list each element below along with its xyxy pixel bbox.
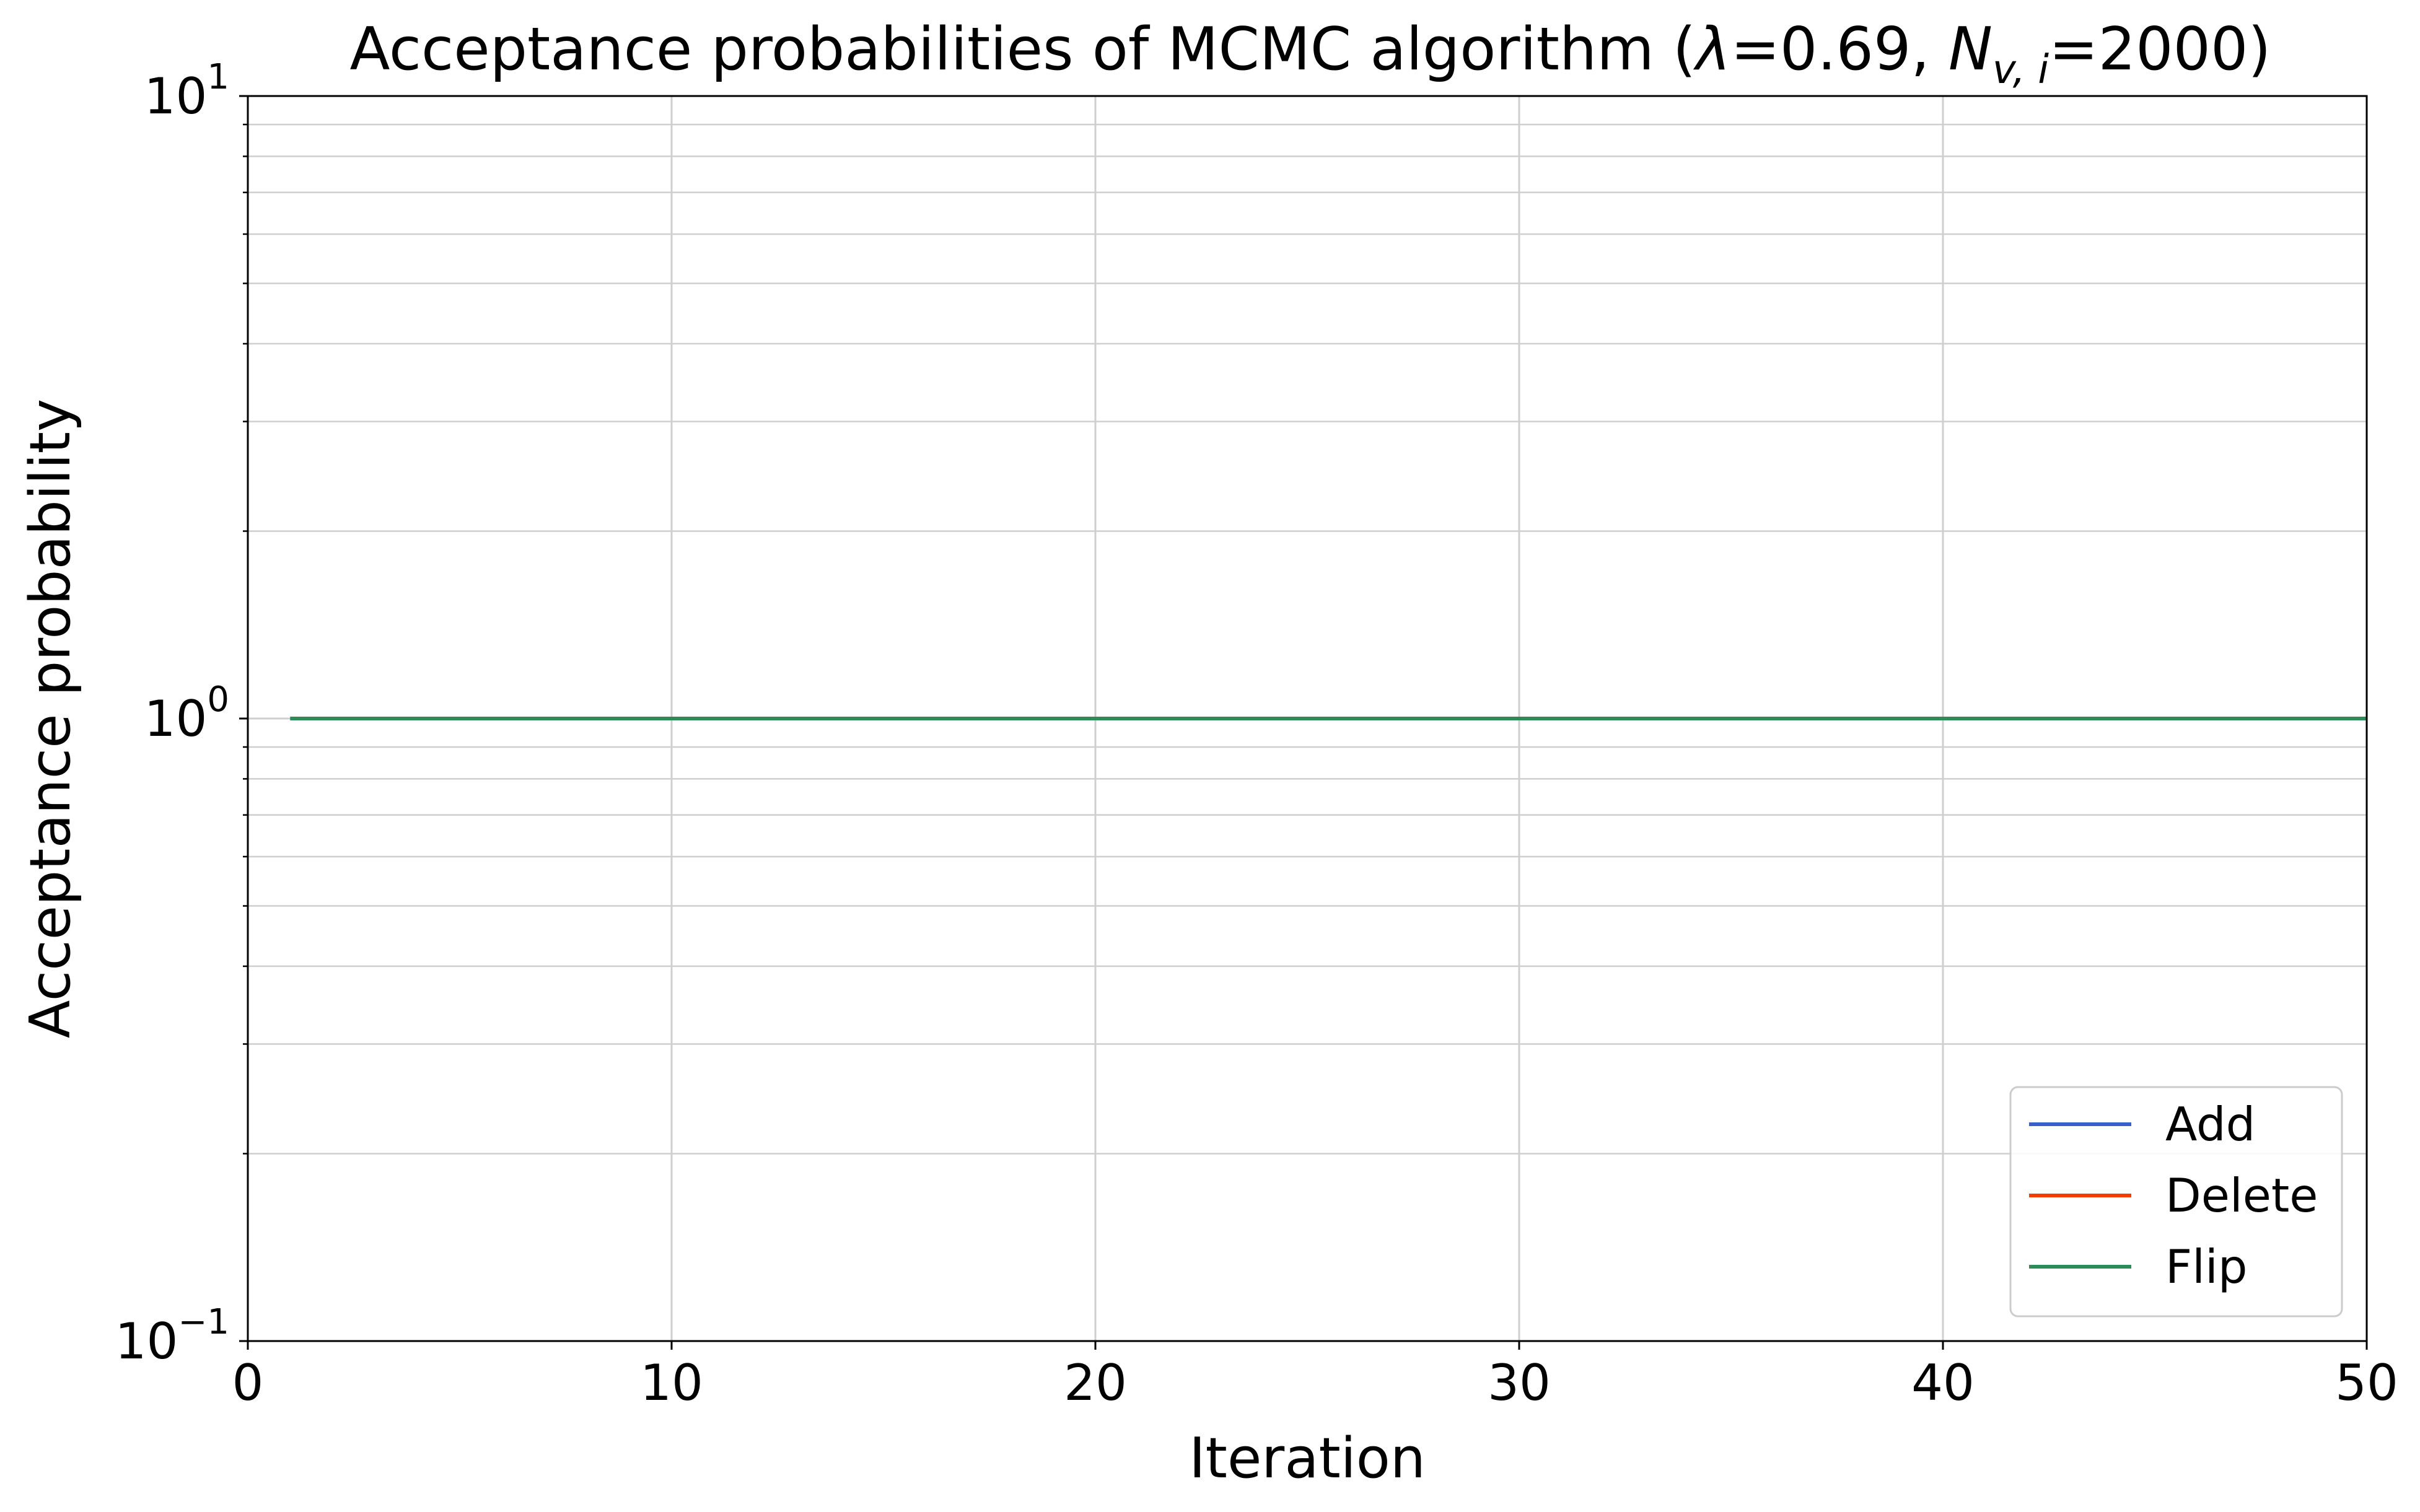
x-tick-label: 10 [640, 1354, 703, 1412]
chart-title: Acceptance probabilities of MCMC algorit… [350, 15, 2271, 93]
y-tick-label: 101 [144, 57, 229, 125]
y-tick-label: 100 [144, 680, 229, 748]
y-axis-label: Acceptance probability [18, 399, 83, 1039]
y-axis-ticks: 10−1 100 101 [115, 57, 248, 1370]
legend-label-flip: Flip [2165, 1239, 2247, 1294]
legend-box [2009, 1086, 2343, 1318]
x-tick-label: 40 [1911, 1354, 1975, 1412]
legend-label-add: Add [2165, 1097, 2255, 1151]
legend-label-delete: Delete [2165, 1168, 2318, 1223]
grid [247, 96, 2368, 1342]
x-axis-label: Iteration [1189, 1426, 1426, 1491]
x-axis-ticks: 0 10 20 30 40 50 [232, 1341, 2398, 1412]
y-tick-label: 10−1 [115, 1302, 229, 1370]
x-tick-label: 0 [232, 1354, 264, 1412]
x-tick-label: 20 [1064, 1354, 1127, 1412]
legend: Add Delete Flip [2009, 1086, 2343, 1318]
x-tick-label: 50 [2335, 1354, 2398, 1412]
x-tick-label: 30 [1488, 1354, 1551, 1412]
